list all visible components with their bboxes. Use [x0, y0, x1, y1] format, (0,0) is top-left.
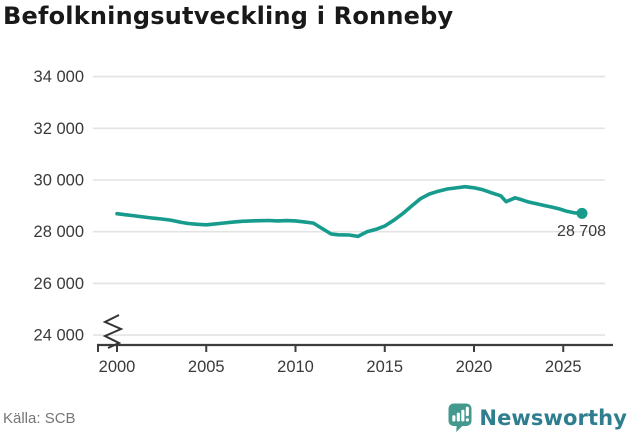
x-tick-label: 2005: [188, 358, 225, 376]
x-tick-label: 2000: [99, 358, 136, 376]
last-point-marker: [576, 207, 588, 219]
brand-name: Newsworthy: [479, 406, 627, 430]
y-tick-label: 32 000: [34, 120, 84, 138]
population-line: [115, 184, 584, 239]
last-point-value-label: 28 708: [557, 223, 606, 240]
y-tick-label: 24 000: [34, 327, 84, 345]
y-tick-label: 34 000: [34, 68, 84, 86]
x-tick-label: 2025: [545, 358, 582, 376]
source-text: Källa: SCB: [3, 409, 76, 427]
y-tick-label: 28 000: [34, 223, 84, 241]
chart-footer: Källa: SCB Newsworthy: [0, 401, 631, 439]
y-tick-label: 30 000: [34, 172, 84, 190]
y-axis-break-icon: [102, 314, 124, 349]
y-tick-label: 26 000: [34, 275, 84, 293]
x-tick-label: 2015: [366, 358, 403, 376]
newsworthy-logo-icon: [448, 403, 472, 432]
population-line-chart: 24 000 26 000 28 000 30 000 32 000 34 000 2000…: [34, 68, 613, 376]
x-tick-label: 2020: [456, 358, 493, 376]
x-tick-label: 2010: [277, 358, 314, 376]
newsworthy-brand: Newsworthy: [448, 403, 627, 433]
chart-title: Befolkningsutveckling i Ronneby: [3, 2, 454, 30]
